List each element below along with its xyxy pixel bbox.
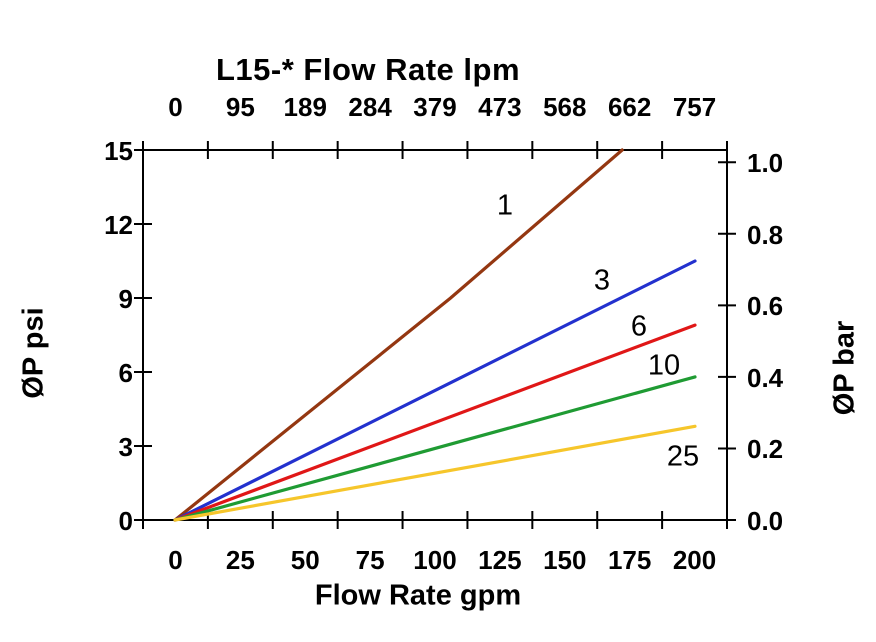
series-label-6: 6 xyxy=(630,310,648,343)
x-bottom-tick-label: 100 xyxy=(413,545,457,575)
y-left-tick-label: 12 xyxy=(104,210,133,240)
series-line-10 xyxy=(173,375,697,522)
x-bottom-tick-label: 125 xyxy=(478,545,522,575)
series-label-3: 3 xyxy=(593,264,611,297)
y-left-tick-label: 3 xyxy=(118,432,133,462)
x-bottom-tick-label: 75 xyxy=(355,545,385,575)
x-bottom-tick-label: 25 xyxy=(225,545,255,575)
x-top-tick-label: 95 xyxy=(225,92,255,122)
series-line-1 xyxy=(173,148,624,522)
series-label-10: 10 xyxy=(647,349,681,382)
y-right-tick-label: 0.0 xyxy=(747,506,784,536)
x-bottom-tick-label: 0 xyxy=(168,545,183,575)
x-top-tick-label: 284 xyxy=(348,92,392,122)
x-top-tick-label: 568 xyxy=(543,92,587,122)
y-right-tick-label: 0.8 xyxy=(747,219,784,250)
y-right-tick-label: 0.6 xyxy=(747,291,784,322)
series-line-6 xyxy=(173,323,697,522)
series-line-3 xyxy=(173,259,697,522)
x-bottom-tick-label: 175 xyxy=(607,545,652,575)
y-right-tick-label: 1.0 xyxy=(747,148,784,179)
y-left-tick-label: 0 xyxy=(118,506,133,536)
y-left-tick-label: 9 xyxy=(118,284,133,314)
series-label-25: 25 xyxy=(666,440,700,473)
x-axis-title-bottom: Flow Rate gpm xyxy=(314,579,522,612)
x-top-tick-label: 662 xyxy=(607,92,652,122)
x-top-tick-label: 0 xyxy=(168,92,183,122)
series-label-1: 1 xyxy=(496,189,514,222)
x-top-tick-label: 757 xyxy=(672,92,717,122)
series-line-25 xyxy=(173,424,697,522)
y-left-tick-label: 15 xyxy=(104,136,133,166)
x-bottom-tick-label: 150 xyxy=(543,545,587,575)
x-top-tick-label: 473 xyxy=(478,92,522,122)
y-right-tick-label: 0.4 xyxy=(747,362,784,393)
y-right-tick-label: 0.2 xyxy=(747,434,784,465)
x-bottom-tick-label: 200 xyxy=(672,545,717,575)
plot-frame xyxy=(142,149,728,521)
y-axis-title-left: ØP psi xyxy=(17,307,50,399)
x-top-tick-label: 379 xyxy=(413,92,457,122)
chart-title: L15-* Flow Rate lpm xyxy=(215,52,521,87)
x-top-tick-label: 189 xyxy=(283,92,327,122)
y-axis-title-right: ØP bar xyxy=(828,320,861,416)
y-left-tick-label: 6 xyxy=(118,358,133,388)
x-bottom-tick-label: 50 xyxy=(290,545,320,575)
